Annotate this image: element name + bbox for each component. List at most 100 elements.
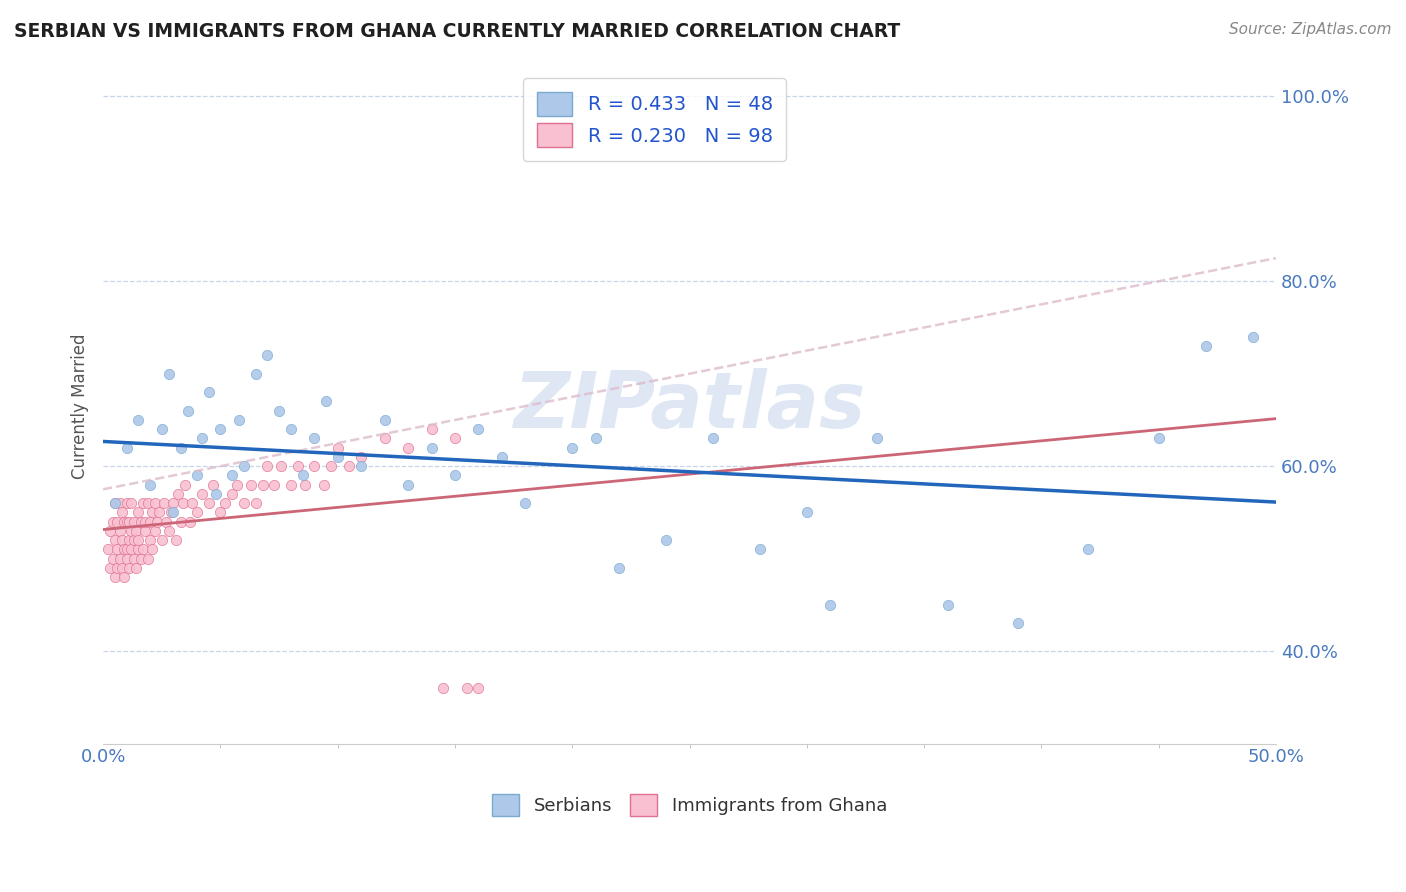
Point (456, 681, 478, 695)
Point (186, 505, 208, 519)
Point (467, 681, 489, 695)
Point (263, 477, 285, 491)
Point (153, 496, 176, 510)
Point (125, 561, 148, 575)
Point (108, 524, 131, 538)
Point (1147, 432, 1170, 446)
Point (585, 432, 607, 446)
Point (157, 367, 180, 381)
Point (432, 681, 454, 695)
Point (302, 459, 325, 474)
Point (1007, 616, 1029, 631)
Point (172, 496, 194, 510)
Point (1077, 542, 1099, 557)
Point (396, 477, 419, 491)
Point (127, 533, 149, 548)
Point (796, 505, 818, 519)
Point (111, 533, 134, 548)
Point (350, 459, 373, 474)
Point (270, 459, 292, 474)
Point (820, 598, 842, 612)
Point (141, 505, 163, 519)
Point (97, 542, 120, 557)
Point (866, 432, 889, 446)
Point (118, 533, 141, 548)
Point (169, 441, 191, 455)
Point (280, 422, 302, 436)
Point (157, 524, 180, 538)
Point (256, 459, 278, 474)
Point (1241, 329, 1264, 343)
Point (232, 459, 254, 474)
Point (294, 477, 316, 491)
Point (122, 551, 145, 566)
Point (150, 422, 173, 436)
Point (139, 533, 162, 548)
Point (204, 487, 226, 501)
Point (302, 432, 325, 446)
Point (221, 468, 243, 483)
Point (312, 477, 335, 491)
Point (491, 450, 513, 464)
Point (267, 403, 290, 417)
Point (256, 348, 278, 362)
Point (221, 487, 243, 501)
Point (112, 542, 135, 557)
Point (104, 570, 127, 584)
Point (101, 515, 124, 529)
Point (181, 496, 204, 510)
Point (197, 496, 219, 510)
Point (115, 515, 138, 529)
Point (315, 394, 337, 409)
Point (101, 551, 124, 566)
Point (112, 570, 135, 584)
Point (197, 385, 219, 400)
Point (190, 432, 212, 446)
Point (111, 505, 134, 519)
Text: SERBIAN VS IMMIGRANTS FROM GHANA CURRENTLY MARRIED CORRELATION CHART: SERBIAN VS IMMIGRANTS FROM GHANA CURRENT… (14, 22, 900, 41)
Point (104, 496, 127, 510)
Point (167, 487, 190, 501)
Point (339, 459, 361, 474)
Point (165, 533, 187, 548)
Point (319, 459, 342, 474)
Y-axis label: Currently Married: Currently Married (72, 334, 89, 479)
Point (127, 542, 149, 557)
Point (179, 515, 201, 529)
Point (232, 496, 254, 510)
Point (143, 524, 166, 538)
Point (98, 561, 121, 575)
Point (132, 496, 155, 510)
Point (150, 533, 173, 548)
Point (125, 524, 148, 538)
Point (136, 496, 159, 510)
Point (115, 441, 138, 455)
Point (280, 477, 302, 491)
Point (105, 561, 128, 575)
Point (155, 515, 177, 529)
Point (129, 551, 152, 566)
Point (326, 441, 349, 455)
Point (1194, 339, 1216, 353)
Point (190, 487, 212, 501)
Point (287, 459, 309, 474)
Point (702, 432, 724, 446)
Point (209, 505, 232, 519)
Point (141, 542, 163, 557)
Point (122, 533, 145, 548)
Point (146, 515, 169, 529)
Point (132, 542, 155, 557)
Point (252, 477, 274, 491)
Point (655, 533, 678, 548)
Point (148, 505, 170, 519)
Point (239, 477, 262, 491)
Point (160, 505, 183, 519)
Point (326, 450, 349, 464)
Point (515, 496, 537, 510)
Point (108, 551, 131, 566)
Point (374, 413, 396, 427)
Point (162, 505, 184, 519)
Point (245, 367, 267, 381)
Point (98, 524, 121, 538)
Point (225, 477, 247, 491)
